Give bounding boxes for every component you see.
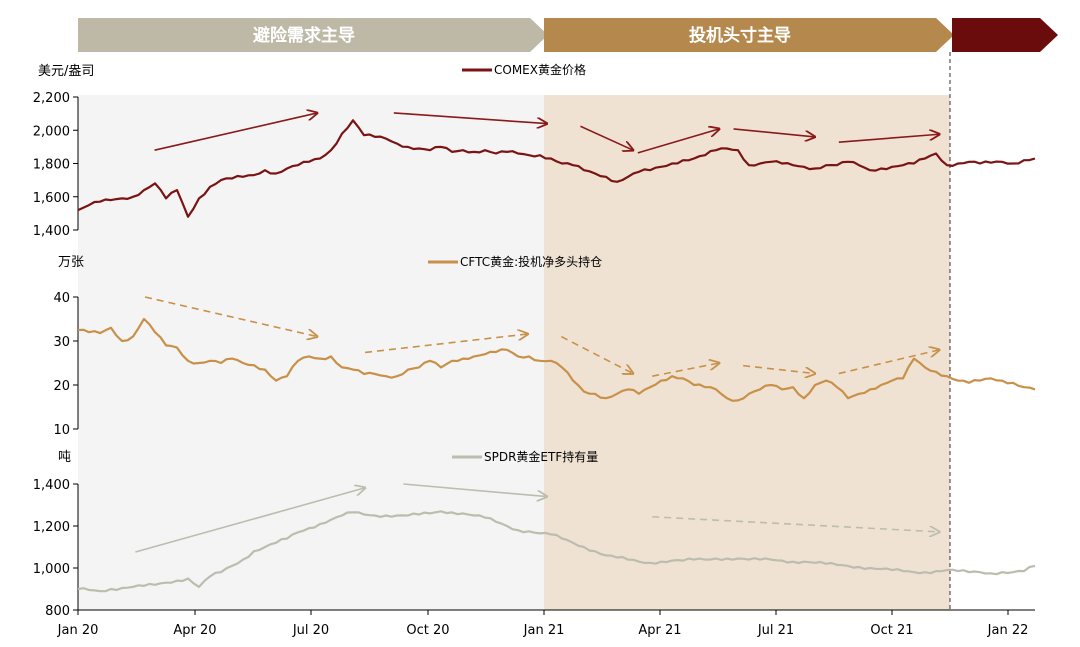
x-tick-label: Oct 20	[406, 623, 449, 638]
x-tick-label: Jul 21	[757, 623, 794, 638]
phase-label-1: 避险需求主导	[253, 25, 355, 46]
phase-label-2: 投机头寸主导	[689, 25, 791, 46]
y-tick-label: 2,200	[33, 91, 70, 106]
legend-label-cftc: CFTC黄金:投机净多头持仓	[460, 254, 602, 269]
y-tick-label: 2,000	[33, 124, 70, 139]
y-tick-label: 20	[53, 379, 70, 394]
series-line-comex	[77, 119, 1036, 218]
y-tick-label: 1,600	[33, 191, 70, 206]
y-tick-label: 10	[53, 423, 70, 438]
trend-arrow-cftc	[838, 350, 939, 375]
panel-spdr: 1,400 1,200 1,000 800 吨 SPDR黄金ETF持有量	[33, 449, 1036, 619]
y-tick-label: 1,400	[33, 478, 70, 493]
shade-region-2	[544, 95, 950, 610]
trend-arrow-cftc	[365, 334, 528, 354]
unit-label-comex: 美元/盎司	[38, 64, 94, 79]
unit-label-cftc: 万张	[58, 255, 84, 270]
trend-arrow-comex	[393, 112, 547, 124]
unit-label-spdr: 吨	[58, 450, 71, 465]
trend-arrow-cftc	[743, 364, 815, 374]
y-tick-label: 40	[53, 291, 70, 306]
trend-arrow-comex	[637, 129, 719, 154]
x-tick-label: Apr 21	[638, 623, 681, 638]
trend-arrow-comex	[580, 125, 633, 150]
y-tick-label: 1,800	[33, 158, 70, 173]
panel-cftc: 40 30 20 10 万张 CFTC黄金:投机净多头持仓	[53, 254, 1036, 438]
phase-banner-2	[544, 18, 954, 52]
legend-label-comex: COMEX黄金价格	[494, 62, 586, 77]
trend-arrow-spdr	[135, 488, 365, 553]
y-tick-label: 1,200	[33, 520, 70, 535]
phase-banner-3	[952, 18, 1058, 52]
trend-arrow-cftc	[144, 296, 317, 337]
trend-arrow-comex	[154, 113, 318, 151]
series-line-cftc	[77, 317, 1036, 402]
legend-label-spdr: SPDR黄金ETF持有量	[484, 449, 598, 464]
trend-arrow-comex	[838, 134, 939, 144]
x-tick-label: Jan 20	[57, 623, 99, 638]
phase-banner-1	[78, 18, 548, 52]
shade-region-1	[78, 95, 544, 610]
y-tick-label: 1,400	[33, 224, 70, 239]
y-tick-label: 30	[53, 335, 70, 350]
panel-comex: 2,200 2,000 1,800 1,600 1,400 美元/盎司 COMEX黄金价格	[33, 62, 1036, 239]
trend-arrow-spdr	[403, 483, 547, 497]
x-tick-label: Oct 21	[870, 623, 913, 638]
x-tick-label: Jan 22	[987, 623, 1029, 638]
trend-arrow-comex	[733, 128, 815, 137]
y-tick-label: 1,000	[33, 562, 70, 577]
x-tick-label: Apr 20	[173, 623, 216, 638]
x-tick-label: Jul 20	[292, 623, 329, 638]
x-tick-label: Jan 21	[523, 623, 565, 638]
trend-arrow-cftc	[560, 335, 633, 374]
y-tick-label: 800	[45, 604, 70, 619]
series-line-spdr	[77, 510, 1036, 593]
